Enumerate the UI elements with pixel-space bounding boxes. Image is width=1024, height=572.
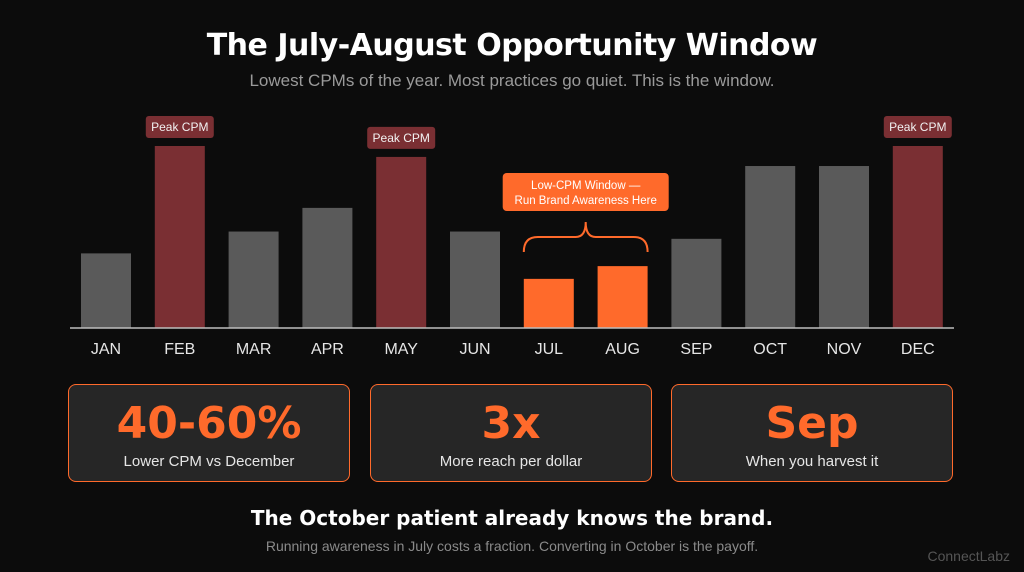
bar-apr — [302, 207, 353, 328]
stat-value: 3x — [481, 398, 541, 449]
stat-card-lower-cpm: 40-60% Lower CPM vs December — [68, 384, 350, 482]
bar-feb — [154, 146, 205, 328]
tick-label-jul: JUL — [535, 341, 564, 358]
bar-jun — [450, 231, 500, 328]
peak-badge-dec — [883, 116, 952, 138]
tick-label-feb: FEB — [164, 341, 195, 358]
tick-label-jun: JUN — [459, 341, 490, 358]
window-bracket — [522, 221, 649, 253]
peak-badge-feb — [145, 116, 214, 138]
stat-card-reach: 3x More reach per dollar — [370, 384, 652, 482]
bar-jul — [523, 278, 574, 328]
stat-value: Sep — [765, 398, 859, 449]
peak-label-feb: Peak CPM — [151, 120, 208, 134]
bar-dec — [892, 146, 943, 328]
stat-label: More reach per dollar — [439, 453, 583, 470]
bar-nov — [819, 166, 869, 328]
tick-label-may: MAY — [384, 341, 418, 358]
page-title: The July-August Opportunity Window — [206, 28, 818, 63]
bar-oct — [745, 166, 796, 328]
stat-card-harvest: Sep When you harvest it — [671, 384, 953, 482]
footnote: Running awareness in July costs a fracti… — [265, 538, 759, 554]
window-callout-line-1: Low-CPM Window — — [531, 180, 641, 192]
stat-label: Lower CPM vs December — [123, 453, 295, 470]
tick-label-sep: SEP — [680, 341, 712, 358]
stat-cards: 40-60% Lower CPM vs December 3x More rea… — [68, 384, 958, 484]
window-callout-box — [502, 173, 669, 211]
tick-label-nov: NOV — [827, 341, 862, 358]
stat-value: 40-60% — [116, 398, 302, 449]
window-callout-line-2: Run Brand Awareness Here — [515, 195, 657, 207]
peak-label-dec: Peak CPM — [889, 120, 946, 134]
bar-sep — [671, 238, 722, 328]
bar-aug — [597, 266, 648, 328]
tick-label-apr: APR — [311, 341, 344, 358]
tick-label-oct: OCT — [753, 341, 787, 358]
tick-label-jan: JAN — [91, 341, 121, 358]
peak-label-may: Peak CPM — [373, 131, 430, 145]
cpm-bar-chart: JAN FEB Peak CPM MAR APR MAY Peak CPM JUN JUL AUG… — [70, 116, 954, 358]
stat-label: When you harvest it — [745, 453, 879, 470]
peak-badge-may — [367, 126, 436, 149]
tick-label-mar: MAR — [236, 341, 272, 358]
bar-may — [376, 156, 427, 328]
page-subtitle: Lowest CPMs of the year. Most practices … — [249, 71, 775, 90]
brand-watermark: ConnectLabz — [927, 548, 1010, 564]
bar-mar — [228, 231, 279, 328]
tick-label-dec: DEC — [901, 341, 935, 358]
tick-label-aug: AUG — [605, 341, 640, 358]
tagline: The October patient already knows the br… — [250, 506, 774, 530]
bar-jan — [81, 253, 131, 328]
